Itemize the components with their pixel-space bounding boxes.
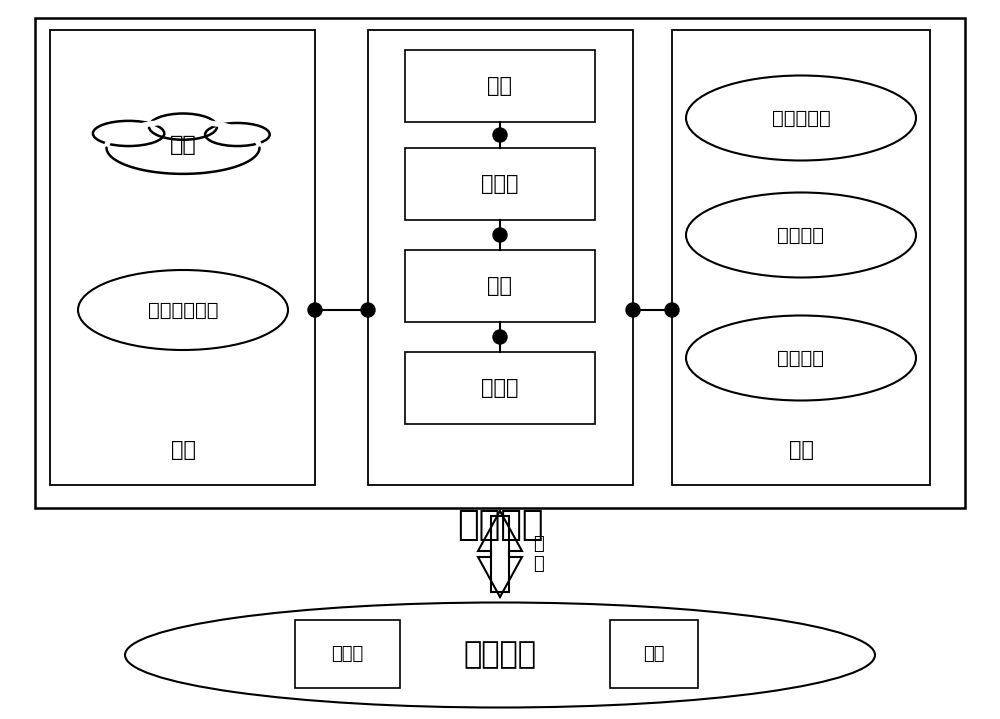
Text: 自适应配置: 自适应配置 (772, 109, 830, 127)
Text: 智能系统: 智能系统 (457, 508, 543, 542)
Ellipse shape (149, 114, 217, 139)
Text: 下位机: 下位机 (331, 645, 364, 663)
Circle shape (493, 330, 507, 344)
Text: 观察: 观察 (170, 440, 196, 460)
FancyBboxPatch shape (405, 50, 595, 122)
Text: 分组调度: 分组调度 (778, 349, 824, 367)
Text: 外部环境: 外部环境 (464, 641, 536, 669)
Circle shape (308, 303, 322, 317)
Ellipse shape (93, 121, 164, 146)
FancyBboxPatch shape (295, 620, 400, 688)
Ellipse shape (125, 603, 875, 707)
Ellipse shape (106, 122, 260, 174)
Text: 系统内部状态: 系统内部状态 (148, 301, 218, 319)
Text: 消息: 消息 (170, 135, 196, 155)
Text: 推理: 推理 (488, 76, 512, 96)
Circle shape (493, 128, 507, 142)
Circle shape (626, 303, 640, 317)
FancyBboxPatch shape (405, 352, 595, 424)
Text: 数据转发: 数据转发 (778, 226, 824, 244)
Ellipse shape (205, 123, 270, 146)
FancyBboxPatch shape (405, 250, 595, 322)
FancyBboxPatch shape (368, 30, 633, 485)
Ellipse shape (78, 270, 288, 350)
Text: 学习: 学习 (488, 276, 512, 296)
Text: 行为: 行为 (788, 440, 814, 460)
Ellipse shape (686, 75, 916, 160)
Text: 信息库: 信息库 (481, 174, 519, 194)
Text: 策略库: 策略库 (481, 378, 519, 398)
FancyBboxPatch shape (610, 620, 698, 688)
FancyBboxPatch shape (672, 30, 930, 485)
FancyBboxPatch shape (405, 148, 595, 220)
Ellipse shape (686, 316, 916, 400)
FancyBboxPatch shape (50, 30, 315, 485)
Ellipse shape (686, 193, 916, 278)
Circle shape (493, 228, 507, 242)
Text: 接
口: 接 口 (533, 535, 543, 573)
Circle shape (665, 303, 679, 317)
Text: 后台: 后台 (643, 645, 665, 663)
Circle shape (361, 303, 375, 317)
FancyBboxPatch shape (35, 18, 965, 508)
